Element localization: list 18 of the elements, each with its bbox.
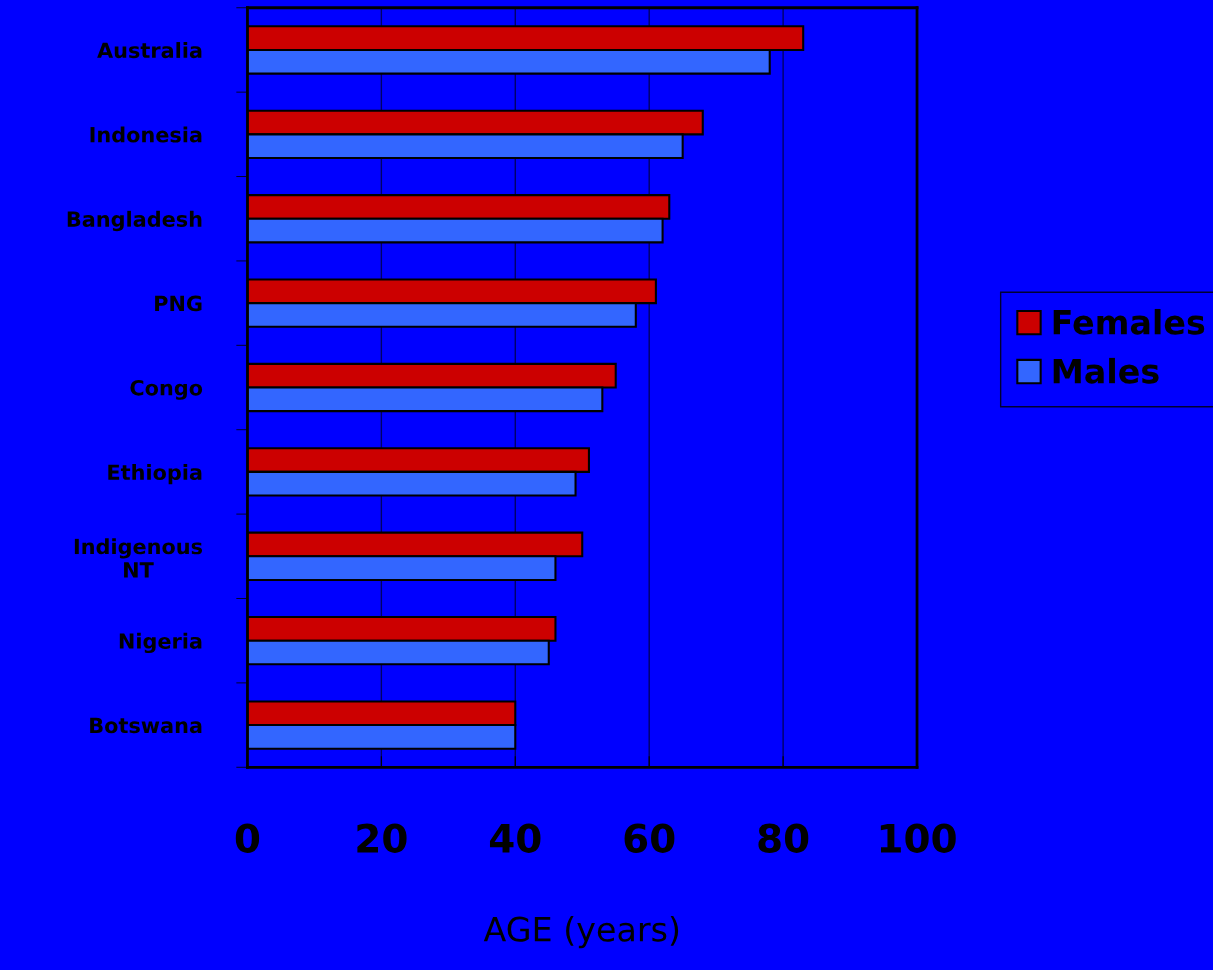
x-tick-label: 20 [357, 823, 407, 853]
x-tick-label: 0 [235, 823, 260, 853]
legend-label: Females [1053, 308, 1205, 335]
y-tick-label: Indonesia [90, 126, 202, 143]
x-tick-label: 100 [880, 823, 956, 853]
x-tick-label: 40 [489, 823, 541, 853]
y-tick-label: Bangladesh [67, 210, 202, 232]
y-tick-label: Botswana [90, 717, 202, 734]
x-tick-label: 60 [624, 823, 675, 853]
y-tick-label: Indigenous NT [74, 538, 203, 578]
y-tick-label: Australia [97, 42, 202, 59]
x-axis-title: AGE (years) [483, 916, 679, 949]
y-tick-label: Nigeria [119, 632, 202, 654]
x-tick-label: 80 [758, 823, 809, 853]
y-tick-label: Congo [130, 379, 203, 400]
y-tick-label: Ethiopia [108, 463, 202, 485]
y-tick-label: PNG [155, 295, 202, 312]
legend-label: Males [1053, 357, 1159, 384]
